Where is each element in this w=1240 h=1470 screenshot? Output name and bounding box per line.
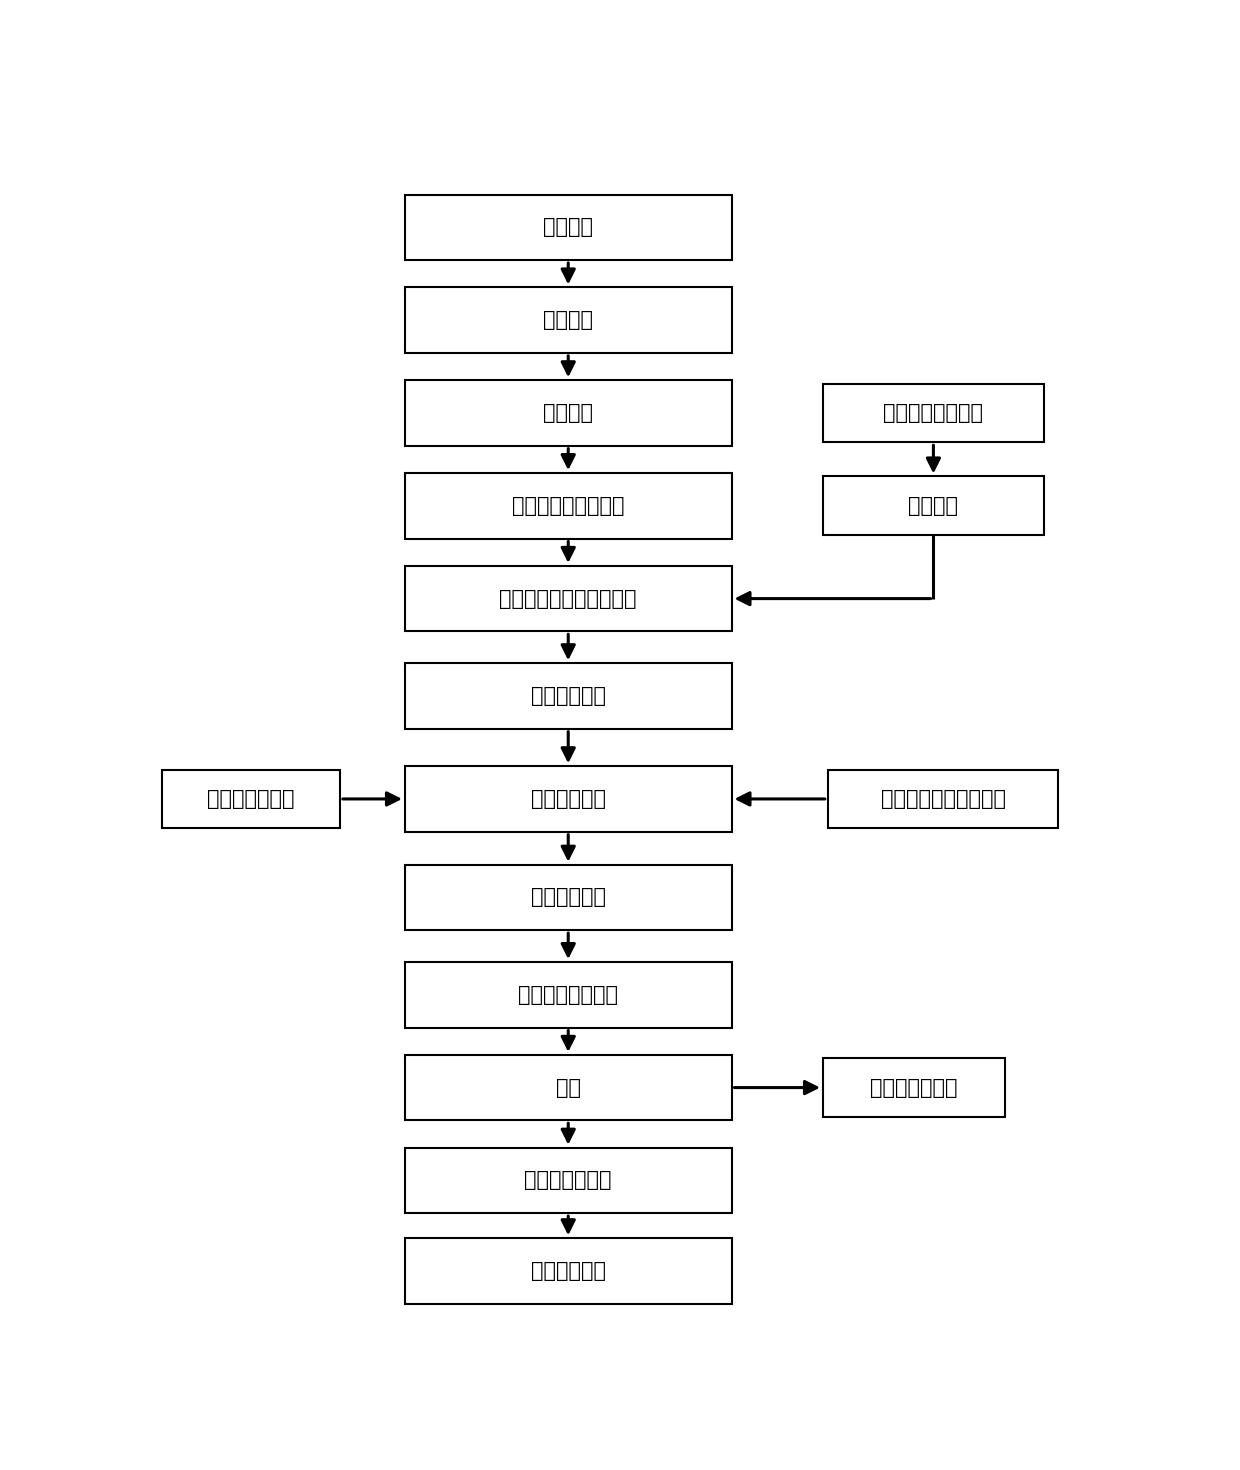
- FancyBboxPatch shape: [404, 473, 732, 538]
- Text: 平整场地: 平整场地: [543, 310, 593, 331]
- Text: 开孔前技术复核、安全检: 开孔前技术复核、安全检: [500, 588, 637, 609]
- Text: 测量定位: 测量定位: [543, 218, 593, 237]
- Text: 孔位复核: 孔位复核: [543, 403, 593, 423]
- FancyBboxPatch shape: [823, 1058, 1006, 1117]
- FancyBboxPatch shape: [828, 769, 1058, 829]
- FancyBboxPatch shape: [404, 663, 732, 729]
- FancyBboxPatch shape: [404, 194, 732, 260]
- FancyBboxPatch shape: [404, 766, 732, 832]
- Text: 设备拆卸、搬迁: 设备拆卸、搬迁: [525, 1170, 613, 1191]
- Text: 绳索取芯钻进: 绳索取芯钻进: [531, 789, 605, 809]
- FancyBboxPatch shape: [823, 476, 1044, 535]
- FancyBboxPatch shape: [404, 864, 732, 931]
- Text: 简易水文观测: 简易水文观测: [531, 888, 605, 907]
- Text: 封孔: 封孔: [556, 1078, 580, 1098]
- FancyBboxPatch shape: [404, 381, 732, 445]
- Text: 孔深验证、测斜: 孔深验证、测斜: [207, 789, 295, 809]
- FancyBboxPatch shape: [404, 1148, 732, 1213]
- Text: 场地环境恢复: 场地环境恢复: [531, 1261, 605, 1280]
- FancyBboxPatch shape: [404, 1238, 732, 1304]
- Text: 泥浆循环系统设置: 泥浆循环系统设置: [883, 403, 983, 423]
- FancyBboxPatch shape: [404, 1055, 732, 1120]
- Text: 泥浆拌制: 泥浆拌制: [909, 495, 959, 516]
- Text: 相关孔内测试试验: 相关孔内测试试验: [518, 985, 619, 1005]
- FancyBboxPatch shape: [404, 566, 732, 632]
- Text: 开孔、下套管: 开孔、下套管: [531, 686, 605, 706]
- Text: 资料整理、交接: 资料整理、交接: [870, 1078, 959, 1098]
- FancyBboxPatch shape: [162, 769, 340, 829]
- Text: 立轴式钻机设备安装: 立轴式钻机设备安装: [512, 495, 625, 516]
- FancyBboxPatch shape: [404, 287, 732, 353]
- FancyBboxPatch shape: [404, 961, 732, 1028]
- FancyBboxPatch shape: [823, 384, 1044, 442]
- Text: 岩矿心整理、原始记录: 岩矿心整理、原始记录: [880, 789, 1006, 809]
